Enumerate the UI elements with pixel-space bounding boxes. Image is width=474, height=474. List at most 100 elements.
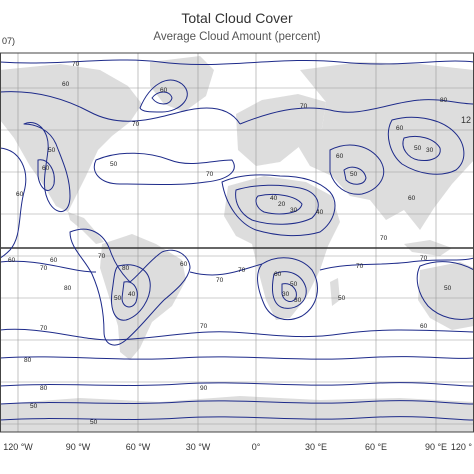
lon-label: 120 °W (3, 442, 33, 452)
contour-label: 60 (420, 323, 428, 330)
contour-label: 60 (42, 165, 50, 172)
contour-label: 60 (396, 125, 404, 132)
contour-label: 80 (122, 265, 130, 272)
land-central-america (68, 212, 104, 244)
contour-label: 50 (90, 419, 98, 426)
contour-line (329, 144, 385, 195)
contour-line (0, 59, 474, 66)
contour-line (255, 193, 303, 215)
land-madagascar (330, 278, 340, 306)
contour-line (319, 257, 474, 271)
contour-label: 40 (270, 195, 278, 202)
contour-line (189, 263, 263, 276)
contour-label: 60 (160, 87, 168, 94)
contour-label: 70 (132, 121, 140, 128)
contour-label: 70 (98, 253, 106, 260)
contour-label: 50 (290, 281, 298, 288)
contour-label: 60 (180, 261, 188, 268)
lon-label: 0° (252, 442, 261, 452)
land-masses (0, 56, 474, 432)
contour-label: 20 (278, 201, 286, 208)
contour-label: 30 (426, 147, 434, 154)
contour-label: 70 (40, 265, 48, 272)
contour-label: 70 (300, 103, 308, 110)
lon-label: 30 °W (186, 442, 211, 452)
land-australia (418, 262, 474, 330)
contour-line (0, 260, 97, 273)
contour-label: 50 (110, 161, 118, 168)
lon-label: 30 °E (305, 442, 327, 452)
contour-line (0, 91, 241, 125)
contour-label: 30 (282, 291, 290, 298)
contour-label: 80 (40, 385, 48, 392)
contour-label: 70 (72, 61, 80, 68)
contour-label: 60 (336, 153, 344, 160)
land-antarctica (0, 396, 474, 432)
contour-label: 30 (294, 297, 302, 304)
contour-label: 70 (380, 235, 388, 242)
contour-label: 80 (64, 285, 72, 292)
contour-line (121, 281, 138, 308)
contour-label: 50 (414, 145, 422, 152)
contour-line (93, 152, 235, 185)
contour-label: 70 (40, 325, 48, 332)
longitude-labels: 120 °W 90 °W 60 °W 30 °W 0° 30 °E 60 °E … (3, 442, 472, 452)
contour-label: 40 (316, 209, 324, 216)
contour-label: 80 (440, 97, 448, 104)
contour-line (402, 135, 441, 161)
lon-label: 120 ° (451, 442, 473, 452)
contour-label: 70 (420, 255, 428, 262)
contour-line (235, 184, 319, 225)
lon-label: 90 °E (425, 442, 447, 452)
contour-line (0, 328, 474, 341)
contour-label: 60 (8, 257, 16, 264)
contour-line (239, 99, 474, 125)
contour-label: 80 (24, 357, 32, 364)
lon-label: 60 °E (365, 442, 387, 452)
contour-line (151, 91, 173, 105)
cloud-contours (0, 59, 474, 421)
land-asia (298, 62, 474, 230)
contour-line (0, 416, 474, 421)
contour-line (416, 261, 474, 320)
map-title: Total Cloud Cover (181, 10, 293, 26)
contour-label: 50 (114, 295, 122, 302)
map-subtitle: Average Cloud Amount (percent) (153, 31, 321, 43)
contour-line (0, 147, 27, 259)
contour-line (257, 257, 318, 320)
contour-line (0, 400, 474, 405)
lon-label: 60 °W (126, 442, 151, 452)
contour-line (271, 271, 307, 309)
contour-label: 90 (200, 385, 208, 392)
contour-label: 70 (200, 323, 208, 330)
contour-line (387, 116, 465, 175)
partial-label-right: 12 (460, 115, 471, 125)
contour-label: 50 (444, 285, 452, 292)
contour-label: 60 (16, 191, 24, 198)
land-south-america (100, 234, 186, 360)
contour-line (221, 174, 336, 237)
graticule (0, 53, 474, 432)
contour-line (111, 264, 151, 321)
contour-label: 30 (290, 207, 298, 214)
contour-label: 40 (128, 291, 136, 298)
land-north-america (0, 64, 142, 212)
contour-label: 50 (48, 147, 56, 154)
partial-label-left: 07) (2, 36, 16, 46)
contour-label: 60 (274, 271, 282, 278)
contour-line (281, 283, 297, 302)
contour-line (23, 122, 71, 212)
contour-label: 70 (238, 267, 246, 274)
contour-label: 50 (350, 171, 358, 178)
contour-line (0, 382, 474, 387)
contour-line (37, 159, 55, 191)
contour-label: 50 (30, 403, 38, 410)
lon-label: 90 °W (66, 442, 91, 452)
contour-line (139, 79, 188, 113)
contour-label: 70 (206, 171, 214, 178)
contour-label: 60 (408, 195, 416, 202)
contour-line (0, 356, 474, 360)
contour-label: 70 (216, 277, 224, 284)
contour-label: 60 (62, 81, 70, 88)
